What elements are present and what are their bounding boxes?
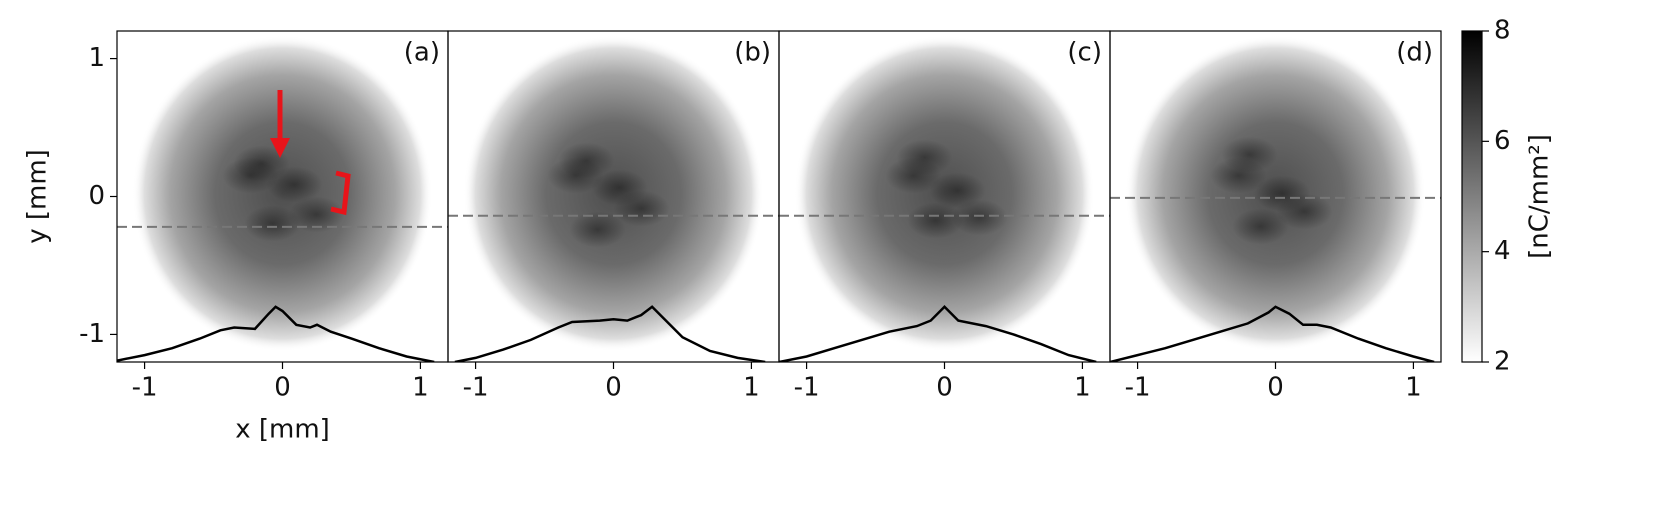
beam-image	[1110, 35, 1435, 362]
colorbar-tick-label: 6	[1494, 126, 1511, 156]
colorbar: 2 4 6 8 [nC/mm²]	[1461, 16, 1555, 377]
beam-image	[454, 35, 766, 362]
beam-image	[117, 35, 435, 362]
panel: (b) -1 0 1	[447, 30, 780, 403]
y-tick-label: 0	[88, 181, 105, 211]
panel-label: (d)	[1396, 38, 1433, 68]
beam-spot	[613, 190, 670, 227]
x-tick-label: -1	[463, 373, 489, 403]
beam-image	[779, 35, 1097, 362]
beam-spot	[907, 202, 964, 239]
annotation-arrowhead	[270, 138, 290, 158]
panel: (a) -1 0 1 -1 0 1 x [mm] y [mm]	[23, 30, 449, 445]
panel-label: (b)	[734, 38, 771, 68]
x-tick-label: 0	[936, 373, 953, 403]
x-tick-label: 0	[1267, 373, 1284, 403]
profile-line	[117, 305, 435, 362]
x-tick-label: 1	[743, 373, 760, 403]
panel: (c) -1 0 1	[778, 30, 1111, 403]
x-tick-label: 0	[605, 373, 622, 403]
colorbar-tick-label: 8	[1494, 16, 1511, 46]
beam-spot	[896, 139, 953, 176]
x-axis-label: x [mm]	[235, 415, 330, 445]
beam-spot	[951, 199, 1008, 236]
panel-label: (c)	[1067, 38, 1102, 68]
x-tick-label: 1	[412, 373, 429, 403]
profile-line	[1110, 305, 1435, 362]
colorbar-tick-label: 4	[1494, 236, 1511, 266]
y-tick-label: -1	[79, 319, 105, 349]
x-tick-label: -1	[1125, 373, 1151, 403]
panel-label: (a)	[404, 38, 440, 68]
colorbar-label: [nC/mm²]	[1525, 134, 1555, 259]
beam-spot	[288, 196, 345, 233]
annotation-bracket	[330, 170, 351, 216]
x-tick-label: 1	[1074, 373, 1091, 403]
beam-spot	[1232, 208, 1289, 245]
x-tick-label: -1	[794, 373, 820, 403]
beam-spot	[1221, 136, 1278, 173]
beam-spot	[929, 172, 986, 209]
profile-line	[454, 305, 766, 362]
colorbar-tick-label: 2	[1494, 347, 1511, 377]
beam-spot	[244, 205, 301, 242]
colorbar-scale	[1461, 30, 1483, 363]
beam-spot	[558, 142, 615, 179]
panel: (d) -1 0 1	[1109, 30, 1442, 403]
profile-line	[779, 305, 1097, 362]
beam-spot	[1276, 193, 1333, 230]
x-tick-label: -1	[132, 373, 158, 403]
beam-spot	[233, 145, 290, 182]
y-axis-label: y [mm]	[23, 149, 53, 244]
x-tick-label: 1	[1405, 373, 1422, 403]
x-tick-label: 0	[274, 373, 291, 403]
beam-spot	[569, 211, 626, 248]
y-tick-label: 1	[88, 43, 105, 73]
